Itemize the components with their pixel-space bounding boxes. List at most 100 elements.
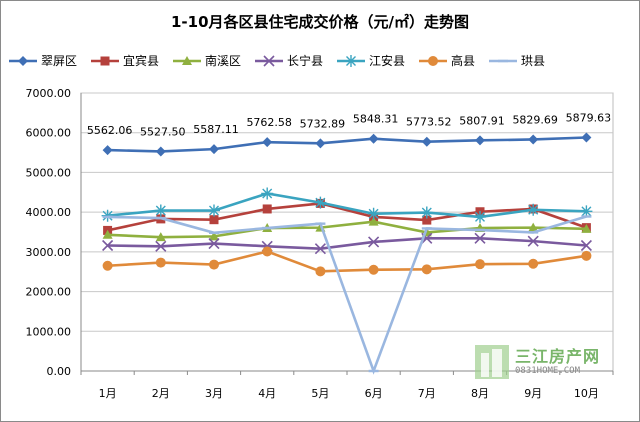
- data-label: 5587.11: [193, 123, 239, 136]
- legend-label: 翠屏区: [41, 54, 77, 68]
- data-point: [261, 187, 274, 200]
- x-tick-label: 8月: [471, 387, 489, 400]
- data-point: [527, 203, 540, 216]
- y-tick-label: 7000.00: [26, 87, 72, 100]
- data-label: 5762.58: [246, 116, 292, 129]
- data-point: [581, 250, 592, 261]
- legend-marker: [263, 55, 275, 67]
- legend-label: 宜宾县: [123, 53, 159, 68]
- x-tick-label: 1月: [99, 387, 117, 400]
- legend-label: 江安县: [369, 53, 405, 68]
- data-point: [474, 232, 486, 244]
- building-logo-icon: [475, 345, 509, 379]
- data-point: [208, 237, 220, 250]
- series-line: [107, 215, 587, 375]
- series-line: [107, 250, 587, 273]
- legend-marker: [100, 56, 110, 66]
- data-point: [474, 210, 486, 223]
- data-point: [528, 134, 539, 145]
- data-label: 5773.52: [406, 116, 452, 129]
- data-label: 5732.89: [300, 117, 346, 130]
- data-point: [314, 243, 326, 255]
- data-point: [528, 258, 539, 269]
- watermark-brand: 三江房产网: [515, 347, 601, 366]
- data-point: [155, 232, 166, 242]
- x-tick-label: 3月: [205, 387, 223, 400]
- series-line: [107, 202, 587, 232]
- legend-label: 长宁县: [287, 53, 323, 68]
- y-tick-label: 3000.00: [26, 246, 72, 259]
- data-point: [315, 138, 326, 149]
- x-tick-label: 9月: [524, 387, 542, 400]
- data-point: [421, 136, 432, 147]
- y-tick-label: 2000.00: [26, 286, 72, 299]
- data-point: [102, 260, 113, 271]
- data-point: [102, 145, 113, 156]
- data-point: [421, 264, 432, 275]
- y-tick-label: 0.00: [47, 365, 72, 378]
- watermark: 三江房产网 0831HOME.COM: [473, 341, 613, 385]
- data-point: [368, 236, 380, 248]
- data-point: [475, 259, 485, 270]
- data-point: [262, 204, 272, 214]
- x-tick-label: 5月: [311, 387, 329, 400]
- data-point: [209, 215, 219, 225]
- y-tick-label: 1000.00: [26, 325, 72, 338]
- data-point: [475, 135, 485, 146]
- data-point: [422, 215, 432, 225]
- data-point: [262, 246, 273, 257]
- data-point: [580, 239, 592, 252]
- data-point: [209, 259, 219, 270]
- data-point: [209, 144, 219, 155]
- data-point: [262, 137, 273, 148]
- data-point: [155, 257, 166, 268]
- data-point: [102, 239, 114, 252]
- data-point: [528, 222, 539, 232]
- series-line: [107, 136, 587, 153]
- legend-marker: [345, 55, 357, 67]
- data-point: [209, 231, 219, 241]
- x-tick-label: 4月: [258, 387, 276, 400]
- series-line: [107, 237, 587, 250]
- legend-label: 高县: [451, 53, 475, 68]
- data-label: 5527.50: [140, 125, 186, 138]
- legend-marker: [428, 56, 438, 66]
- data-point: [315, 266, 326, 277]
- data-point: [368, 216, 379, 226]
- data-point: [155, 240, 167, 252]
- data-point: [580, 205, 593, 218]
- data-point: [208, 204, 220, 217]
- series-line: [107, 192, 587, 219]
- data-point: [368, 264, 379, 275]
- chart-title: 1-10月各区县住宅成交价格（元/㎡）走势图: [170, 13, 470, 31]
- data-point: [155, 146, 166, 157]
- data-point: [102, 229, 113, 239]
- data-label: 5562.06: [87, 124, 133, 137]
- data-point: [581, 223, 592, 233]
- legend-label: 珙县: [521, 54, 545, 68]
- x-tick-label: 6月: [365, 387, 383, 400]
- y-tick-label: 4000.00: [26, 206, 72, 219]
- x-tick-label: 10月: [574, 387, 599, 400]
- data-point: [420, 206, 433, 219]
- data-label: 5807.91: [459, 114, 505, 127]
- legend-marker: [18, 56, 28, 66]
- data-point: [314, 196, 327, 209]
- watermark-url: 0831HOME.COM: [515, 366, 581, 376]
- data-point: [368, 133, 379, 144]
- data-label: 5829.69: [512, 113, 558, 126]
- data-label: 5879.63: [566, 111, 612, 124]
- x-tick-label: 7月: [418, 387, 436, 400]
- y-tick-label: 6000.00: [26, 127, 72, 140]
- data-point: [581, 132, 592, 143]
- legend-marker: [182, 56, 192, 65]
- data-point: [367, 207, 380, 220]
- data-label: 5848.31: [353, 113, 399, 126]
- legend-label: 南溪区: [205, 53, 241, 68]
- data-point: [154, 204, 167, 217]
- series-line: [107, 220, 587, 239]
- data-point: [527, 235, 539, 247]
- y-tick-label: 5000.00: [26, 166, 72, 179]
